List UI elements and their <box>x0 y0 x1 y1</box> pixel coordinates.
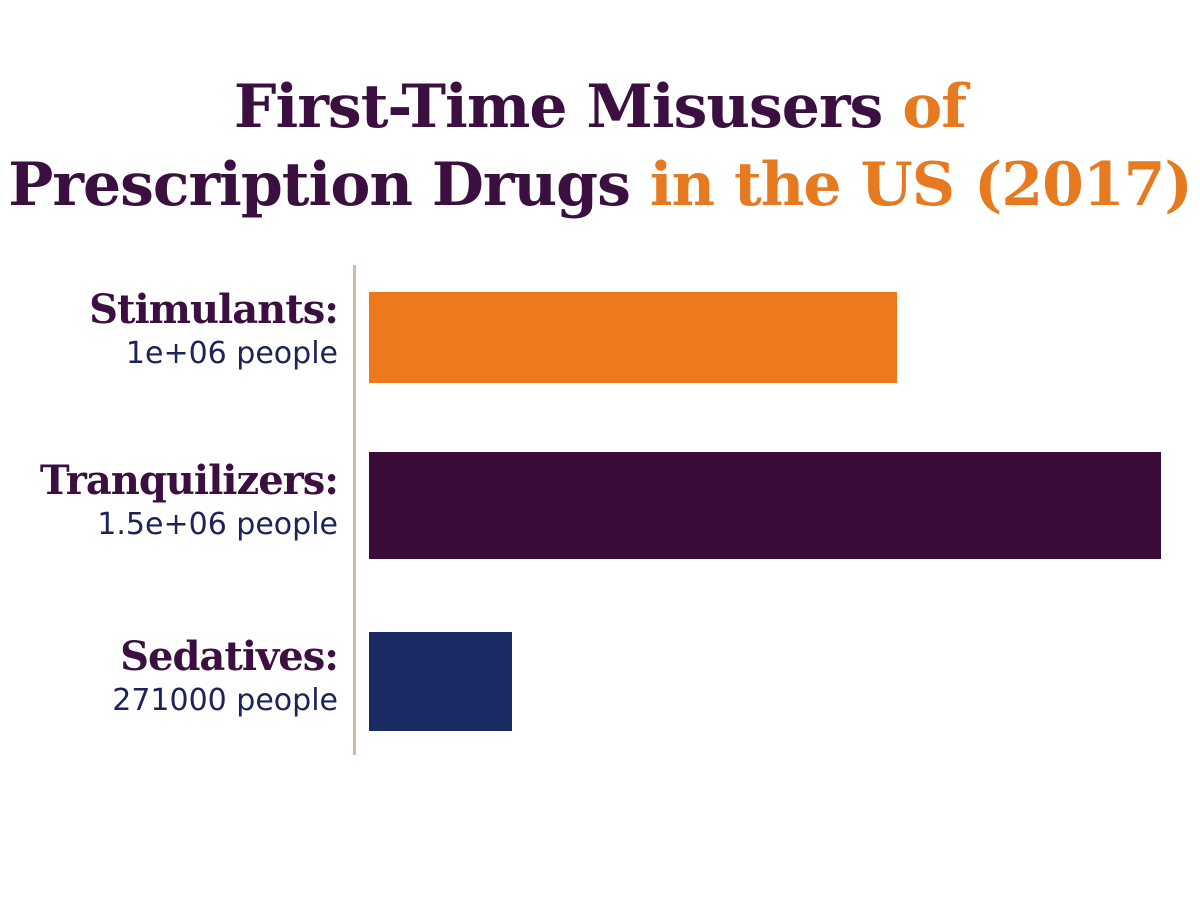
bar-tranquilizers <box>369 452 1161 559</box>
category-value: 271000 people <box>112 683 338 718</box>
category-label-stimulants: Stimulants: 1e+06 people <box>89 286 339 374</box>
bar-stimulants <box>369 292 897 383</box>
chart-title: First-Time Misusers of Prescription Drug… <box>0 68 1200 224</box>
category-value: 1.5e+06 people <box>97 507 338 542</box>
title-line2-main: Prescription Drugs <box>8 150 631 220</box>
title-line1-main: First-Time Misusers <box>233 72 883 142</box>
title-line2-accent: in the US (2017) <box>649 150 1193 220</box>
category-value: 1e+06 people <box>125 336 338 371</box>
category-label-tranquilizers: Tranquilizers: 1.5e+06 people <box>39 457 339 545</box>
title-line1-accent: of <box>902 72 967 142</box>
category-label-sedatives: Sedatives: 271000 people <box>112 633 339 721</box>
category-name: Tranquilizers: <box>39 457 339 504</box>
category-axis-line <box>353 265 356 755</box>
category-name: Sedatives: <box>120 633 339 680</box>
category-name: Stimulants: <box>89 286 339 333</box>
bar-sedatives <box>369 632 512 731</box>
